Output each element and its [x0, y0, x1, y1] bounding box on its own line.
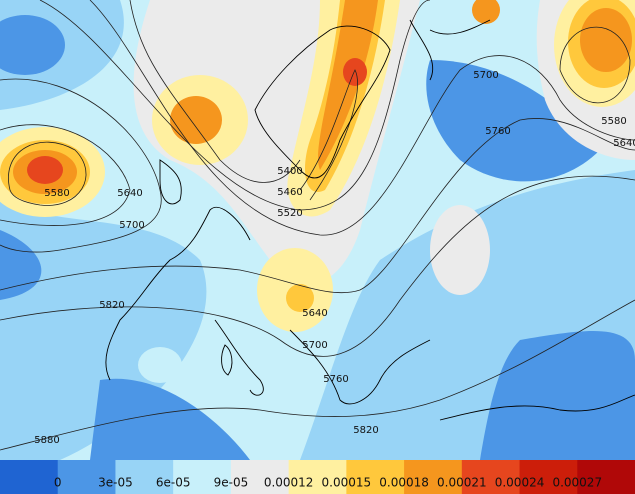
colorbar-swatch	[173, 460, 232, 494]
colorbar-label: 3e-05	[98, 476, 133, 490]
colorbar-swatch	[404, 460, 463, 494]
colorbar-label: 6e-05	[156, 476, 191, 490]
colorbar-label: 0.00018	[379, 476, 429, 490]
colorbar-swatch	[461, 460, 521, 494]
colorbar-label: 9e-05	[214, 476, 249, 490]
coastlines	[105, 19, 635, 421]
contour-label: 5700	[473, 70, 498, 81]
isohypses	[0, 0, 635, 451]
contour-label: 5820	[353, 425, 378, 436]
contour-label: 5520	[277, 208, 302, 219]
contour-label: 5700	[302, 340, 327, 351]
contour-label: 5700	[119, 220, 144, 231]
contour-label: 5640	[613, 138, 635, 149]
contour-label: 5760	[485, 126, 510, 137]
colorbar-swatch	[57, 460, 116, 494]
colorbar-swatch	[519, 460, 578, 494]
contour-label: 5820	[99, 300, 124, 311]
contour-label: 5460	[277, 187, 302, 198]
contour-label: 5640	[302, 308, 327, 319]
colorbar-label: 0	[54, 476, 62, 490]
contour-label: 5580	[44, 188, 69, 199]
colorbar-swatch	[346, 460, 405, 494]
contour-label: 5580	[601, 116, 626, 127]
colorbar-swatch	[577, 460, 635, 494]
colorbar: 0 3e-05 6e-05 9e-05 0.00012 0.00015 0.00018 0.0…	[0, 460, 635, 494]
field	[0, 0, 635, 460]
colorbar-label: 0.00027	[552, 476, 602, 490]
colorbar-swatch	[288, 460, 347, 494]
colorbar-label: 0.00015	[322, 476, 372, 490]
contour-labels: 5580 5640 5700 5400 5460 5520 5700 5760 …	[34, 70, 635, 446]
colorbar-label: 0.00021	[437, 476, 487, 490]
contour-label: 5640	[117, 188, 142, 199]
colorbar-label: 0.00024	[495, 476, 545, 490]
contour-label: 5880	[34, 435, 59, 446]
colorbar-swatch	[115, 460, 174, 494]
contour-label: 5760	[323, 374, 348, 385]
contour-label: 5400	[277, 166, 302, 177]
colorbar-swatch	[230, 460, 290, 494]
colorbar-swatch	[0, 460, 59, 494]
colorbar-label: 0.00012	[264, 476, 314, 490]
